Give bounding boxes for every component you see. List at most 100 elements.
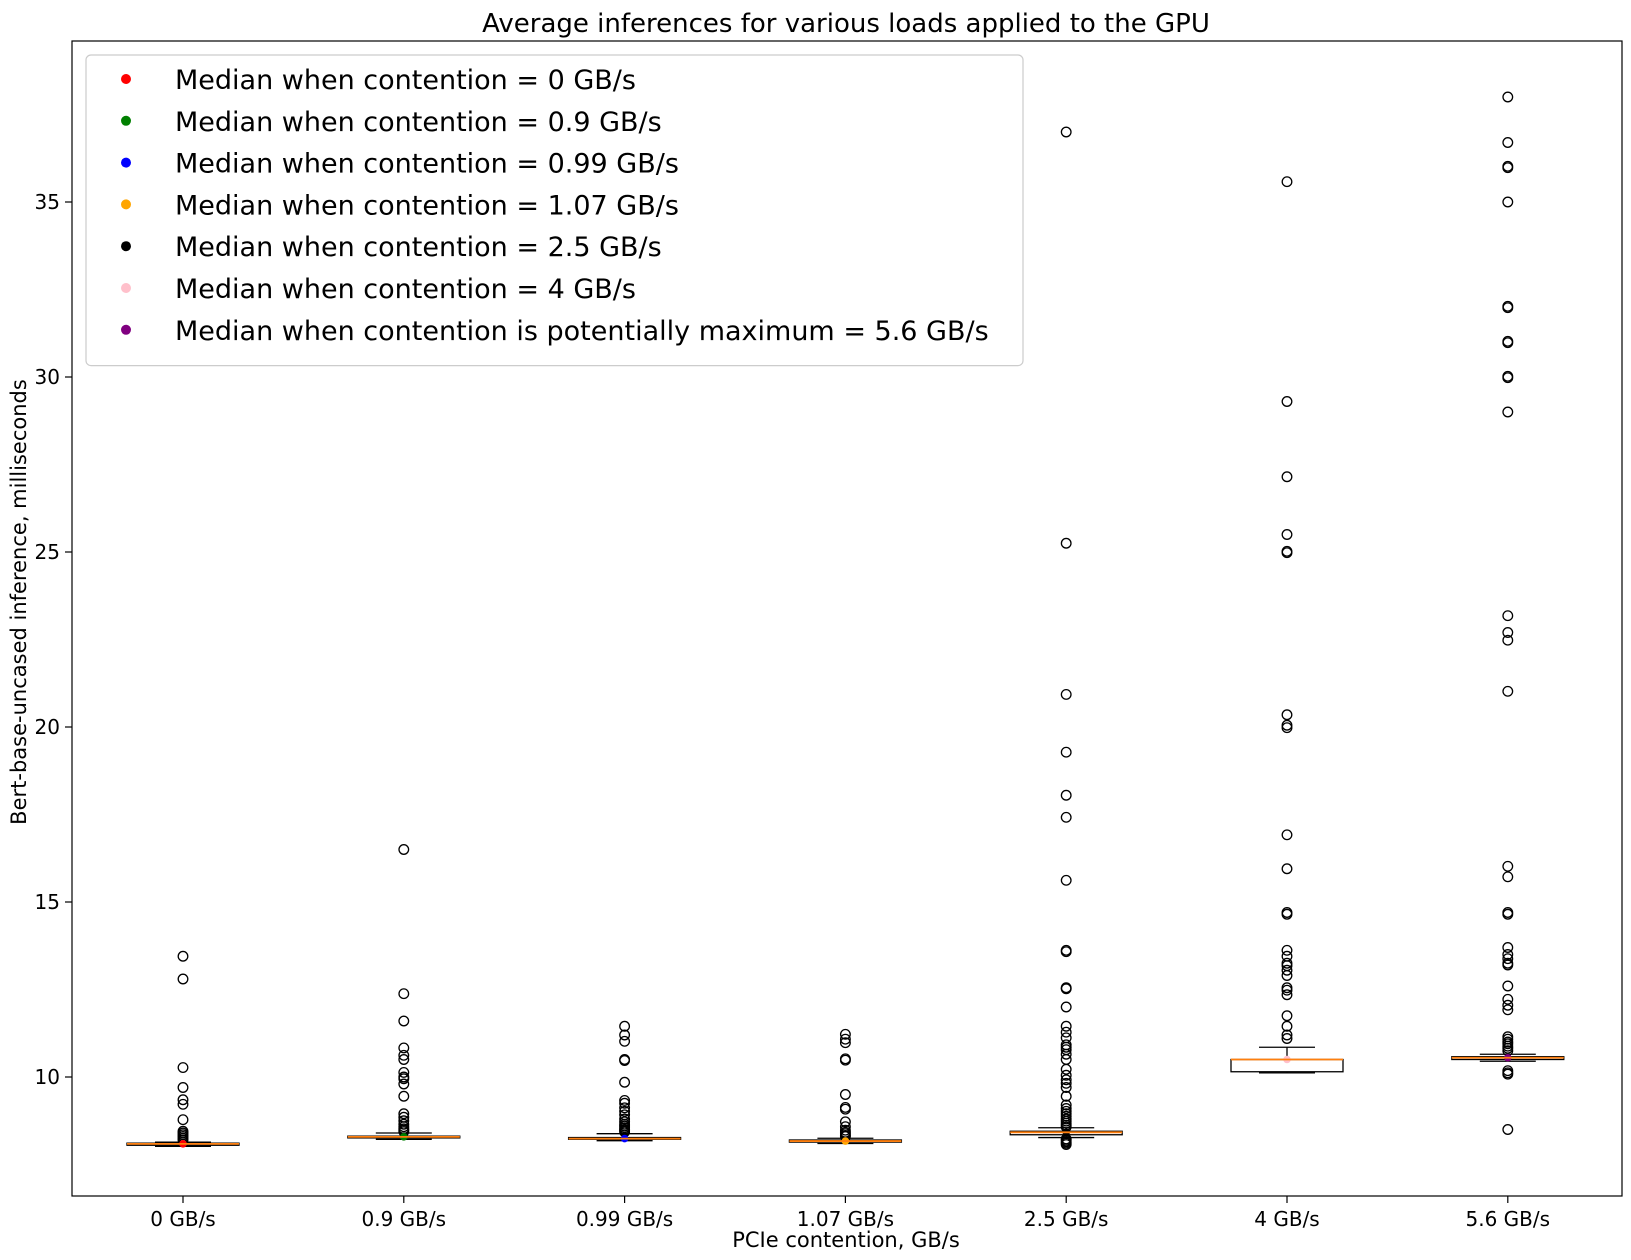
chart-title: Average inferences for various loads app… bbox=[482, 9, 1210, 39]
outlier-point bbox=[1502, 627, 1514, 638]
outlier-point bbox=[1502, 137, 1514, 148]
outlier-point bbox=[398, 1078, 410, 1090]
legend-marker bbox=[121, 74, 131, 84]
legend-entry-label: Median when contention = 1.07 GB/s bbox=[175, 190, 679, 221]
outlier-point bbox=[1502, 993, 1514, 1005]
axes: 10 15 20 25 30 35 0 GB/s 0.9 GB/s 0.99 GB/s 1.07 … bbox=[35, 190, 1551, 1231]
outlier-point bbox=[1281, 1033, 1293, 1044]
legend-entry-label: Median when contention = 0.9 GB/s bbox=[175, 107, 662, 138]
y-tick-label: 30 bbox=[35, 365, 60, 389]
outlier-point bbox=[619, 1113, 631, 1125]
outlier-point bbox=[1060, 126, 1072, 138]
outlier-point bbox=[1502, 1124, 1514, 1135]
outlier-point bbox=[1502, 953, 1514, 965]
outlier-point bbox=[619, 1105, 631, 1117]
x-axis-label: PCIe contention, GB/s bbox=[732, 1228, 960, 1252]
outlier-point bbox=[1281, 176, 1293, 188]
outlier-point bbox=[1502, 860, 1514, 872]
outlier-point bbox=[1281, 709, 1293, 721]
legend-entry-label: Median when contention = 2.5 GB/s bbox=[175, 232, 662, 263]
outlier-point bbox=[1060, 874, 1072, 886]
outlier-point bbox=[839, 1054, 851, 1066]
outlier-point bbox=[1060, 1069, 1072, 1081]
outlier-point bbox=[1281, 722, 1293, 734]
outlier-point bbox=[1060, 1001, 1072, 1013]
outlier-point bbox=[1502, 196, 1514, 208]
outlier-point bbox=[1060, 811, 1072, 823]
x-tick-label: 0 GB/s bbox=[150, 1207, 215, 1231]
outlier-point bbox=[1060, 537, 1072, 549]
outlier-point bbox=[177, 1062, 189, 1074]
outlier-point bbox=[1060, 746, 1072, 758]
box-group-5 bbox=[1230, 176, 1344, 1074]
outlier-point bbox=[1060, 1020, 1072, 1032]
outlier-point bbox=[177, 1098, 189, 1110]
outlier-point bbox=[177, 1094, 189, 1106]
outlier-point bbox=[839, 1089, 851, 1100]
legend-entry-label: Median when contention = 4 GB/s bbox=[175, 274, 636, 305]
outlier-point bbox=[398, 988, 410, 1000]
outlier-point bbox=[1502, 302, 1514, 314]
outlier-point bbox=[1060, 1074, 1072, 1086]
outlier-point bbox=[1060, 1099, 1072, 1111]
outlier-point bbox=[1502, 610, 1514, 622]
outlier-point bbox=[1502, 337, 1514, 349]
legend-marker bbox=[121, 241, 131, 252]
outlier-point bbox=[1281, 984, 1293, 996]
outlier-point bbox=[1060, 1082, 1072, 1093]
outlier-point bbox=[619, 1102, 631, 1114]
box-group-3 bbox=[788, 1028, 903, 1145]
outlier-point bbox=[619, 1097, 631, 1109]
outlier-point bbox=[1060, 1139, 1072, 1151]
outlier-point bbox=[1281, 970, 1293, 981]
outlier-point bbox=[839, 1103, 851, 1115]
outlier-point bbox=[1281, 1029, 1293, 1041]
legend-entry-label: Median when contention = 0 GB/s bbox=[175, 65, 636, 96]
outlier-point bbox=[619, 1094, 631, 1106]
legend-marker bbox=[121, 199, 131, 210]
outlier-point bbox=[177, 1082, 189, 1093]
outlier-point bbox=[1502, 406, 1514, 418]
outlier-point bbox=[1060, 1077, 1072, 1089]
outlier-point bbox=[1060, 1063, 1072, 1075]
outlier-point bbox=[1502, 999, 1514, 1011]
plot-frame bbox=[71, 40, 1623, 1197]
outlier-point bbox=[619, 1029, 631, 1041]
legend-marker bbox=[121, 115, 131, 126]
y-axis-label: Bert-base-uncased inference, millisecond… bbox=[7, 379, 31, 825]
outlier-point bbox=[1281, 829, 1293, 841]
outlier-point bbox=[177, 950, 189, 962]
outlier-point bbox=[1502, 91, 1514, 103]
outlier-point bbox=[1060, 789, 1072, 801]
box-group-6 bbox=[1451, 91, 1565, 1135]
y-tick-label: 15 bbox=[35, 890, 60, 914]
x-tick-label: 5.6 GB/s bbox=[1466, 1207, 1551, 1231]
outlier-point bbox=[398, 1054, 410, 1065]
y-tick-label: 25 bbox=[35, 540, 60, 564]
box-group-4 bbox=[1009, 126, 1123, 1151]
outlier-point bbox=[1281, 547, 1293, 559]
outlier-point bbox=[398, 844, 410, 855]
legend-box bbox=[85, 54, 1024, 367]
x-tick-label: 4 GB/s bbox=[1254, 1207, 1319, 1231]
outlier-point bbox=[1281, 471, 1293, 483]
outlier-point bbox=[1060, 983, 1072, 995]
outlier-point bbox=[839, 1033, 851, 1045]
outlier-point bbox=[1502, 372, 1514, 384]
outlier-point bbox=[1502, 959, 1514, 971]
outlier-point bbox=[1502, 162, 1514, 174]
outlier-point bbox=[619, 1055, 631, 1067]
outlier-point bbox=[1281, 1010, 1293, 1022]
y-tick-label: 10 bbox=[35, 1065, 60, 1089]
outlier-point bbox=[619, 1076, 631, 1088]
legend-entry-label: Median when contention = 0.99 GB/s bbox=[175, 149, 679, 180]
box-group-0 bbox=[126, 950, 240, 1147]
x-tick-label: 1.07 GB/s bbox=[797, 1207, 894, 1231]
outlier-point bbox=[1060, 1090, 1072, 1102]
outlier-point bbox=[1281, 989, 1293, 1001]
outlier-point bbox=[1502, 871, 1514, 883]
outlier-point bbox=[1502, 949, 1514, 960]
outlier-point bbox=[177, 973, 189, 985]
outlier-point bbox=[1502, 634, 1514, 646]
